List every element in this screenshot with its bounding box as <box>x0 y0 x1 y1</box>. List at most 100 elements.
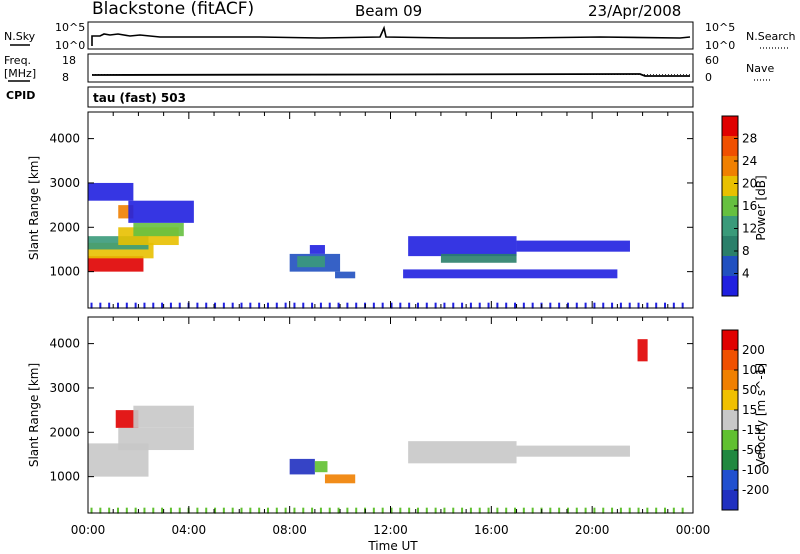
velocity-y-axis: 4000 3000 2000 1000 <box>49 337 693 484</box>
freq-unit-label: [MHz] <box>4 67 36 80</box>
data-region <box>575 302 578 309</box>
data-region <box>328 302 331 309</box>
data-region <box>178 507 181 514</box>
data-region <box>655 302 658 309</box>
colorbar-segment <box>722 350 738 370</box>
colorbar-tick-label: 15 <box>742 403 757 417</box>
data-region <box>575 507 578 514</box>
station-title: Blackstone (fitACF) <box>92 0 254 19</box>
data-region <box>88 182 134 201</box>
data-region <box>566 507 569 514</box>
data-region <box>115 410 139 428</box>
data-region <box>408 507 411 514</box>
data-region <box>514 507 517 514</box>
data-region <box>240 507 243 514</box>
data-region <box>443 302 446 309</box>
data-region <box>478 507 481 514</box>
nsearch-tick-low: 10^0 <box>705 39 735 52</box>
data-region <box>522 507 525 514</box>
data-region <box>152 507 155 514</box>
data-region <box>531 302 534 309</box>
data-region <box>381 507 384 514</box>
data-region <box>646 302 649 309</box>
data-region <box>214 507 217 514</box>
colorbar-segment <box>722 276 738 296</box>
data-region <box>319 507 322 514</box>
data-region <box>302 302 305 309</box>
data-region <box>134 302 137 309</box>
power-colorbar-label: Power [dB] <box>754 175 768 240</box>
x-tick-label: 04:00 <box>172 523 207 537</box>
data-region <box>205 302 208 309</box>
data-region <box>178 302 181 309</box>
colorbar-tick-label: 16 <box>742 199 757 213</box>
y-tick-label: 3000 <box>49 176 80 190</box>
data-region <box>128 200 194 223</box>
colorbar-segment <box>722 450 738 470</box>
data-region <box>593 507 596 514</box>
colorbar-tick-label: 4 <box>742 267 750 281</box>
data-region <box>108 507 111 514</box>
data-region <box>134 507 137 514</box>
colorbar-tick-label: 12 <box>742 222 757 236</box>
data-region <box>416 507 419 514</box>
data-region <box>275 302 278 309</box>
data-region <box>161 507 164 514</box>
data-region <box>664 507 667 514</box>
data-region <box>196 507 199 514</box>
data-region <box>434 507 437 514</box>
data-region <box>297 256 325 268</box>
colorbar-segment <box>722 430 738 450</box>
beam-title: Beam 09 <box>355 2 422 20</box>
data-region <box>416 302 419 309</box>
data-region <box>346 507 349 514</box>
data-region <box>505 507 508 514</box>
nsky-label: N.Sky <box>4 30 36 43</box>
colorbar-tick-label: -200 <box>742 483 769 497</box>
y-tick-label: 1000 <box>49 470 80 484</box>
data-region <box>681 507 684 514</box>
x-tick-label: 12:00 <box>373 523 408 537</box>
data-region <box>531 507 534 514</box>
y-tick-label: 3000 <box>49 381 80 395</box>
data-region <box>637 339 648 362</box>
data-region <box>258 302 261 309</box>
nsearch-label: N.Search <box>746 30 796 43</box>
data-region <box>309 245 325 254</box>
data-region <box>611 302 614 309</box>
data-region <box>108 302 111 309</box>
data-region <box>637 302 640 309</box>
data-region <box>88 256 144 272</box>
data-region <box>249 507 252 514</box>
data-region <box>549 507 552 514</box>
data-region <box>602 507 605 514</box>
data-region <box>399 302 402 309</box>
colorbar-tick-label: 24 <box>742 154 757 168</box>
colorbar-segment <box>722 136 738 156</box>
data-region <box>116 507 119 514</box>
data-region <box>681 302 684 309</box>
data-region <box>143 507 146 514</box>
data-region <box>408 236 517 257</box>
power-colorbar: 28 24 20 16 12 8 4 <box>721 115 757 297</box>
colorbar-segment <box>722 370 738 390</box>
colorbar-segment <box>722 470 738 490</box>
data-region <box>266 507 269 514</box>
data-region <box>372 507 375 514</box>
data-region <box>152 302 155 309</box>
data-region <box>399 507 402 514</box>
data-region <box>487 302 490 309</box>
power-heatmap-data <box>88 182 684 309</box>
velocity-colorbar-label: Velocity [m s^-1] <box>754 363 768 467</box>
data-region <box>619 507 622 514</box>
data-region <box>390 302 393 309</box>
data-region <box>311 302 314 309</box>
data-region <box>118 427 194 451</box>
x-tick-label: 00:00 <box>676 523 711 537</box>
data-region <box>584 507 587 514</box>
data-region <box>408 441 517 464</box>
data-region <box>231 302 234 309</box>
data-region <box>646 507 649 514</box>
data-region <box>425 507 428 514</box>
